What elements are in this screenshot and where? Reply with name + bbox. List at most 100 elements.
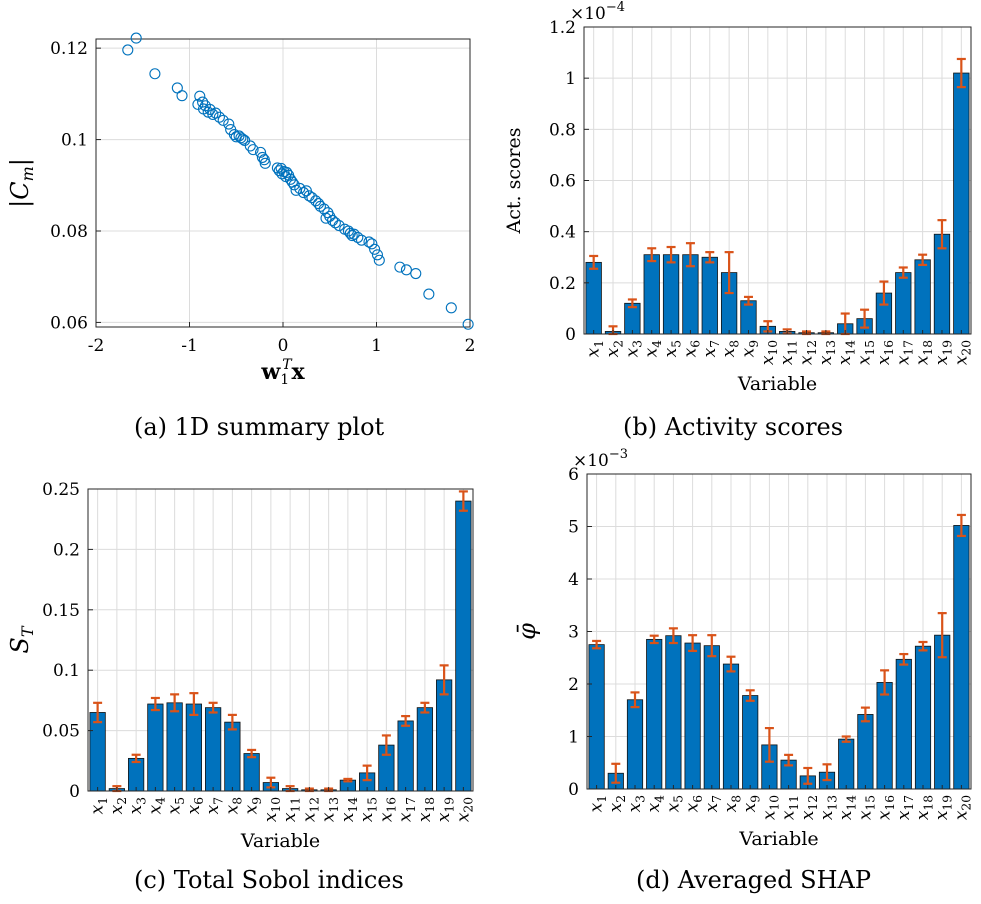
x-tick-label: x8 bbox=[719, 340, 741, 357]
data-point bbox=[423, 288, 435, 300]
data-point bbox=[373, 254, 385, 266]
bar bbox=[838, 738, 855, 790]
x-tick-label: x14 bbox=[836, 795, 858, 820]
y-tick-label: 0.4 bbox=[549, 223, 576, 243]
data-point bbox=[306, 192, 318, 204]
x-tick-label: x19 bbox=[932, 340, 954, 365]
axis-exponent: ×10−4 bbox=[570, 0, 625, 24]
x-axis-label: w1Tx bbox=[260, 357, 305, 388]
y-tick-label: 1 bbox=[568, 728, 579, 748]
x-tick-label: x10 bbox=[759, 795, 781, 820]
bar bbox=[588, 644, 605, 790]
data-point bbox=[281, 166, 293, 179]
bar bbox=[205, 707, 222, 792]
chart-c: 0 0.05 0.1 0.15 0.2 0.25 x1x2x3x4x5x6x7x8x9x10… bbox=[6, 480, 476, 852]
data-point bbox=[346, 230, 358, 242]
data-point bbox=[276, 168, 288, 180]
x-tick-label: x1 bbox=[584, 340, 606, 357]
bar bbox=[128, 757, 145, 792]
x-tick-label: x20 bbox=[951, 795, 973, 820]
axes-frame bbox=[87, 488, 474, 792]
x-tick-label: x5 bbox=[663, 795, 685, 812]
x-tick-label: x3 bbox=[622, 340, 644, 357]
x-tick-label: x10 bbox=[758, 340, 780, 365]
x-axis-label: Variable bbox=[737, 373, 817, 395]
x-tick-label: x15 bbox=[855, 795, 877, 820]
x-tick-label: x11 bbox=[777, 340, 799, 365]
data-point bbox=[366, 238, 378, 250]
x-tick-label: x2 bbox=[603, 340, 625, 357]
bar bbox=[914, 645, 932, 790]
x-tick-label: x5 bbox=[661, 340, 683, 357]
data-point bbox=[273, 165, 285, 177]
x-tick-label: x17 bbox=[396, 797, 418, 822]
x-tick-label: 0 bbox=[278, 336, 289, 356]
bar bbox=[703, 645, 720, 790]
data-point bbox=[213, 111, 225, 123]
x-axis-label: Variable bbox=[240, 830, 320, 852]
bar bbox=[701, 256, 718, 335]
data-point bbox=[371, 249, 383, 261]
y-tick-label: 0.06 bbox=[50, 313, 88, 333]
bar bbox=[416, 707, 433, 792]
x-tick-label: x16 bbox=[376, 797, 398, 822]
data-point bbox=[235, 132, 247, 144]
bar bbox=[953, 72, 970, 335]
data-point bbox=[237, 133, 249, 145]
x-tick-label: x12 bbox=[797, 340, 819, 365]
x-tick-label: x20 bbox=[951, 340, 973, 365]
bar bbox=[185, 703, 202, 792]
data-point bbox=[176, 90, 188, 102]
data-point bbox=[329, 217, 341, 229]
y-tick-label: 0.1 bbox=[53, 661, 80, 681]
data-point bbox=[363, 236, 375, 248]
x-tick-label: -2 bbox=[88, 336, 105, 356]
x-tick-label: x13 bbox=[319, 797, 341, 822]
y-tick-label: 0 bbox=[69, 782, 80, 802]
y-tick-label: 0.8 bbox=[549, 120, 576, 140]
x-tick-label: x11 bbox=[779, 795, 801, 820]
data-point bbox=[247, 144, 259, 156]
data-point bbox=[394, 261, 406, 273]
x-tick-label: x8 bbox=[721, 795, 743, 812]
x-tick-label: x13 bbox=[817, 795, 839, 820]
y-tick-label: 0.08 bbox=[50, 222, 88, 242]
data-point bbox=[298, 187, 310, 199]
x-axis-label: Variable bbox=[738, 828, 818, 850]
y-tick-label: 0.12 bbox=[50, 39, 88, 59]
bar bbox=[397, 720, 414, 792]
x-tick-label: 1 bbox=[371, 336, 382, 356]
x-tick-label: x19 bbox=[932, 795, 954, 820]
data-point bbox=[259, 157, 271, 169]
caption-a: (a) 1D summary plot bbox=[134, 413, 385, 441]
data-point bbox=[333, 219, 345, 232]
data-point bbox=[284, 173, 297, 185]
bar bbox=[243, 753, 260, 792]
x-tick-label: x9 bbox=[242, 797, 264, 814]
caption-b: (b) Activity scores bbox=[623, 413, 844, 441]
bar bbox=[224, 721, 241, 792]
data-point bbox=[194, 90, 206, 102]
bar bbox=[646, 638, 663, 790]
bar bbox=[857, 714, 874, 790]
x-tick-label: x16 bbox=[875, 795, 897, 820]
data-point bbox=[462, 318, 474, 330]
bar bbox=[742, 695, 759, 790]
x-tick-label: x12 bbox=[299, 797, 321, 822]
data-point bbox=[400, 264, 412, 276]
data-point bbox=[122, 44, 134, 56]
data-point bbox=[355, 234, 368, 246]
x-tick-label: x4 bbox=[644, 795, 666, 813]
x-tick-label: x14 bbox=[835, 340, 857, 365]
x-tick-label: x11 bbox=[280, 797, 302, 822]
y-tick-label: 0 bbox=[568, 780, 579, 800]
bar bbox=[455, 500, 472, 792]
x-tick-label: x16 bbox=[874, 340, 896, 365]
y-tick-label: 0.05 bbox=[42, 722, 80, 742]
y-tick-label: 1.2 bbox=[549, 18, 576, 38]
x-tick-label: x5 bbox=[165, 797, 187, 814]
y-tick-label: 0.25 bbox=[42, 480, 80, 500]
data-point bbox=[228, 128, 240, 141]
x-tick-label: x20 bbox=[453, 797, 475, 822]
y-tick-label: 0 bbox=[565, 325, 576, 345]
